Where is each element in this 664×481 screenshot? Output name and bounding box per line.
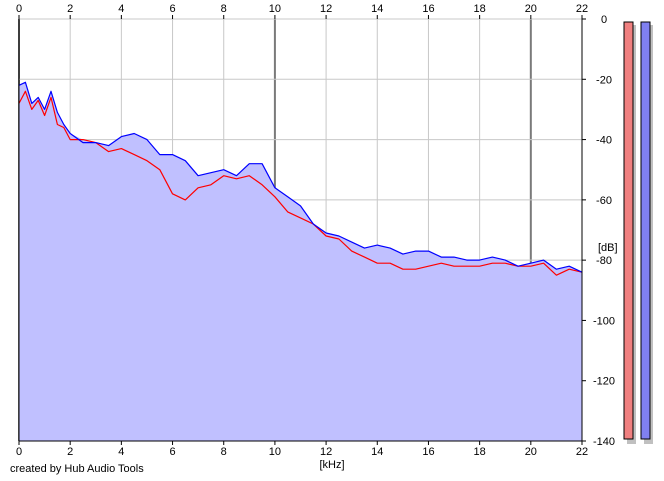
y-tick-label: -140 bbox=[593, 436, 615, 448]
left-level-meter bbox=[623, 21, 634, 440]
x-tick-label-bottom: 10 bbox=[269, 446, 281, 458]
x-tick-label-top: 10 bbox=[269, 3, 281, 15]
y-tick-label: -20 bbox=[596, 74, 612, 86]
right-channel-line bbox=[18, 81, 583, 273]
x-tick-label-bottom: 16 bbox=[422, 446, 434, 458]
left-channel-line bbox=[18, 90, 583, 276]
series-layer bbox=[18, 81, 583, 442]
x-tick-label-top: 16 bbox=[422, 3, 434, 15]
x-tick-label-bottom: 6 bbox=[169, 446, 175, 458]
x-tick-label-bottom: 2 bbox=[67, 446, 73, 458]
y-tick-label: -80 bbox=[596, 255, 612, 267]
x-tick-label-top: 12 bbox=[320, 3, 332, 15]
x-tick-label-top: 22 bbox=[576, 3, 588, 15]
level-meters bbox=[623, 21, 653, 444]
y-tick-label: -100 bbox=[593, 315, 615, 327]
x-tick-label-bottom: 0 bbox=[16, 446, 22, 458]
x-tick-label-bottom: 14 bbox=[371, 446, 383, 458]
x-tick-label-bottom: 22 bbox=[576, 446, 588, 458]
y-tick-label: 0 bbox=[601, 14, 607, 26]
y-tick-label: -40 bbox=[596, 135, 612, 147]
x-tick-label-top: 20 bbox=[525, 3, 537, 15]
x-tick-label-top: 2 bbox=[67, 3, 73, 15]
x-tick-label-bottom: 8 bbox=[221, 446, 227, 458]
spectrum-fill bbox=[19, 82, 582, 442]
y-tick-label: -60 bbox=[596, 195, 612, 207]
x-tick-label-top: 14 bbox=[371, 3, 383, 15]
x-tick-label-top: 0 bbox=[16, 3, 22, 15]
x-tick-label-bottom: 4 bbox=[118, 446, 124, 458]
right-level-meter bbox=[640, 21, 651, 440]
axis-layer: 002244668810101212141416161818202022220-… bbox=[16, 3, 615, 458]
x-tick-label-bottom: 18 bbox=[474, 446, 486, 458]
x-tick-label-bottom: 20 bbox=[525, 446, 537, 458]
y-axis-label: [dB] bbox=[598, 242, 618, 254]
x-tick-label-bottom: 12 bbox=[320, 446, 332, 458]
x-axis-label: [kHz] bbox=[319, 459, 344, 471]
x-tick-label-top: 18 bbox=[474, 3, 486, 15]
y-tick-label: -120 bbox=[593, 376, 615, 388]
credit-text: created by Hub Audio Tools bbox=[10, 463, 144, 475]
x-tick-label-top: 8 bbox=[221, 3, 227, 15]
x-tick-label-top: 4 bbox=[118, 3, 124, 15]
x-tick-label-top: 6 bbox=[169, 3, 175, 15]
